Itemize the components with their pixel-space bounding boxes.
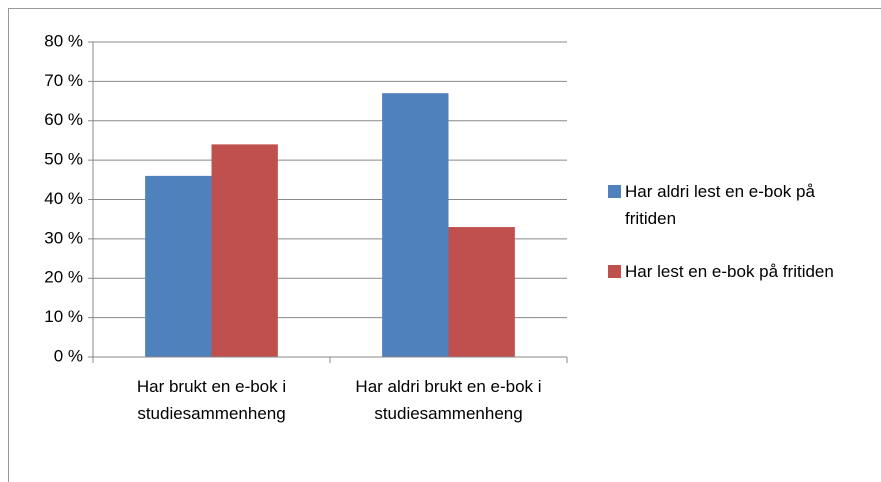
bar	[211, 144, 278, 357]
bar	[448, 227, 515, 357]
y-tick-label: 80 %	[44, 31, 83, 50]
bar	[382, 93, 449, 357]
chart-frame	[8, 8, 881, 482]
bar	[145, 175, 212, 357]
y-tick-label: 50 %	[44, 150, 83, 169]
y-tick-label: 20 %	[44, 268, 83, 287]
y-tick-label: 10 %	[44, 307, 83, 326]
y-tick-label: 70 %	[44, 71, 83, 90]
legend-label: Har aldri lest en e-bok på fritiden	[625, 182, 815, 228]
y-tick-label: 60 %	[44, 110, 83, 129]
legend-swatch	[608, 185, 621, 198]
y-tick-label: 30 %	[44, 228, 83, 247]
y-tick-label: 40 %	[44, 189, 83, 208]
x-tick-label: Har brukt en e-bok i studiesammenheng	[136, 377, 287, 423]
x-tick-label: Har aldri brukt en e-bok i studiesammenh…	[355, 377, 542, 423]
legend-swatch	[608, 265, 621, 278]
y-tick-label: 0 %	[54, 346, 83, 365]
legend-label: Har lest en e-bok på fritiden	[625, 262, 834, 281]
